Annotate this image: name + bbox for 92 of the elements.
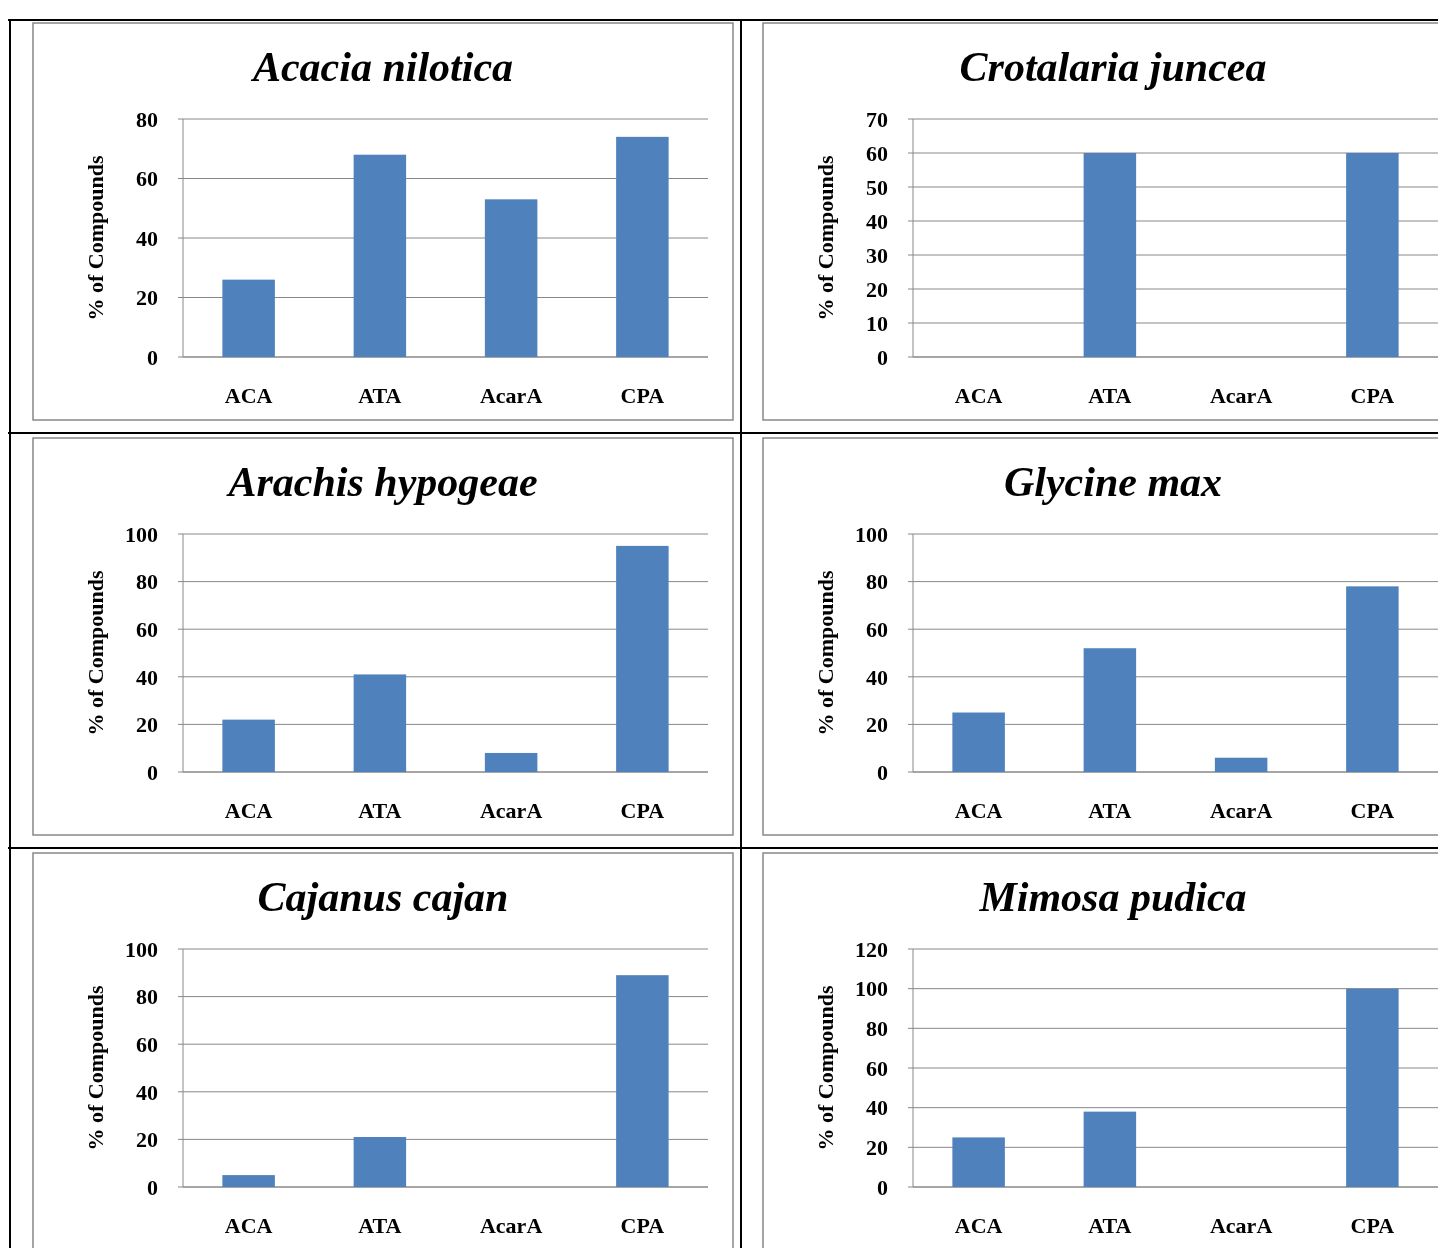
bar <box>353 674 407 772</box>
y-tick-label: 80 <box>136 106 158 132</box>
y-tick-label: 60 <box>866 1055 888 1081</box>
y-tick-label: 0 <box>877 1174 888 1200</box>
y-tick-label: 120 <box>855 936 888 962</box>
y-axis-title: % of Compounds <box>83 570 108 736</box>
bar <box>1214 757 1268 772</box>
y-tick-label: 50 <box>866 174 888 200</box>
y-tick-label: 40 <box>866 1095 888 1121</box>
y-tick-label: 60 <box>136 616 158 642</box>
y-tick-label: 20 <box>136 1127 158 1153</box>
chart-title: Crotalaria juncea <box>959 44 1267 90</box>
x-tick-label: AcarA <box>479 798 543 823</box>
x-tick-label: ATA <box>358 1213 402 1238</box>
bar <box>952 1137 1005 1187</box>
x-tick-label: ATA <box>1088 798 1132 823</box>
x-tick-label: AcarA <box>1209 383 1273 408</box>
bar <box>952 712 1005 772</box>
y-axis-title: % of Compounds <box>813 985 838 1151</box>
y-tick-label: 10 <box>866 310 888 336</box>
y-tick-label: 30 <box>866 242 888 268</box>
y-tick-label: 60 <box>136 166 158 192</box>
y-tick-label: 20 <box>136 285 158 311</box>
y-tick-label: 40 <box>136 664 158 690</box>
y-tick-label: 20 <box>866 276 888 302</box>
bar <box>484 199 538 357</box>
y-tick-label: 0 <box>147 759 158 785</box>
y-tick-label: 40 <box>866 664 888 690</box>
bar <box>1346 586 1399 772</box>
chart-title: Glycine max <box>1003 459 1223 505</box>
y-axis-title: % of Compounds <box>83 985 108 1151</box>
y-tick-label: 70 <box>866 106 888 132</box>
bar <box>222 279 275 357</box>
x-tick-label: ATA <box>358 798 402 823</box>
y-tick-label: 40 <box>136 225 158 251</box>
chart-title: Cajanus cajan <box>257 874 509 920</box>
x-tick-label: ACA <box>954 383 1003 408</box>
x-tick-label: ATA <box>358 383 402 408</box>
bar <box>353 1137 407 1187</box>
x-tick-label: CPA <box>620 1213 665 1238</box>
y-axis-title: % of Compounds <box>813 155 838 321</box>
y-tick-label: 60 <box>866 616 888 642</box>
y-tick-label: 100 <box>855 521 888 547</box>
y-tick-label: 80 <box>866 569 888 595</box>
bar <box>222 1175 275 1187</box>
x-tick-label: CPA <box>620 383 665 408</box>
bar <box>484 752 538 772</box>
y-axis-title: % of Compounds <box>813 570 838 736</box>
y-tick-label: 20 <box>866 1135 888 1161</box>
x-tick-label: ACA <box>224 1213 273 1238</box>
x-tick-label: ATA <box>1088 1213 1132 1238</box>
x-tick-label: AcarA <box>1209 798 1273 823</box>
x-tick-label: AcarA <box>479 1213 543 1238</box>
bar <box>616 136 669 357</box>
y-tick-label: 80 <box>866 1016 888 1042</box>
x-tick-label: CPA <box>1350 798 1395 823</box>
x-tick-label: AcarA <box>1209 1213 1273 1238</box>
y-tick-label: 100 <box>125 521 158 547</box>
x-tick-label: ATA <box>1088 383 1132 408</box>
y-tick-label: 0 <box>877 344 888 370</box>
y-tick-label: 100 <box>125 936 158 962</box>
x-tick-label: ACA <box>224 798 273 823</box>
y-tick-label: 0 <box>877 759 888 785</box>
y-tick-label: 100 <box>855 976 888 1002</box>
chart-title: Acacia nilotica <box>249 44 514 90</box>
y-tick-label: 60 <box>866 140 888 166</box>
chart-title: Arachis hypogeae <box>225 459 538 505</box>
y-axis-title: % of Compounds <box>83 155 108 321</box>
x-tick-label: ACA <box>954 1213 1003 1238</box>
bar <box>616 545 669 772</box>
bar <box>616 975 669 1187</box>
y-tick-label: 40 <box>866 208 888 234</box>
x-tick-label: AcarA <box>479 383 543 408</box>
bar <box>1083 1111 1137 1187</box>
y-tick-label: 20 <box>136 712 158 738</box>
bar <box>353 154 407 357</box>
chart-title: Mimosa pudica <box>978 874 1247 920</box>
y-tick-label: 80 <box>136 984 158 1010</box>
y-tick-label: 40 <box>136 1079 158 1105</box>
x-tick-label: ACA <box>954 798 1003 823</box>
x-tick-label: CPA <box>620 798 665 823</box>
x-tick-label: ACA <box>224 383 273 408</box>
y-tick-label: 20 <box>866 712 888 738</box>
y-tick-label: 60 <box>136 1031 158 1057</box>
x-tick-label: CPA <box>1350 383 1395 408</box>
y-tick-label: 80 <box>136 569 158 595</box>
bar <box>1346 988 1399 1187</box>
bar <box>222 719 275 772</box>
y-tick-label: 0 <box>147 344 158 370</box>
x-tick-label: CPA <box>1350 1213 1395 1238</box>
y-tick-label: 0 <box>147 1174 158 1200</box>
bar <box>1083 648 1137 772</box>
